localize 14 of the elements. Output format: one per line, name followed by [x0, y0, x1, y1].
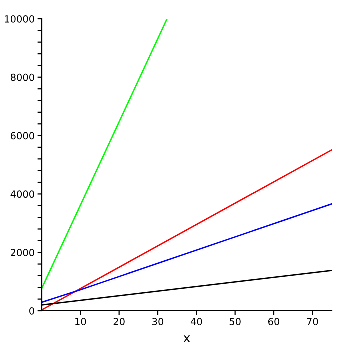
x-axis-title: x: [184, 336, 190, 342]
x-tick-label: 20: [114, 318, 125, 326]
y-tick-label: 10000: [5, 15, 34, 23]
x-tick-label: 40: [190, 318, 202, 326]
y-tick-label: 6000: [10, 132, 34, 140]
y-tick-label: 2000: [11, 249, 34, 256]
x-tick-label: 10: [76, 318, 86, 326]
x-tick-label: 50: [230, 318, 241, 326]
y-tick-label: 8000: [10, 74, 34, 82]
y-tick-label: 0: [30, 307, 34, 315]
x-tick-label: 70: [307, 318, 318, 326]
x-tick-label: 60: [268, 318, 280, 326]
x-tick-label: 30: [152, 318, 164, 326]
y-tick-label: 4000: [10, 190, 34, 198]
